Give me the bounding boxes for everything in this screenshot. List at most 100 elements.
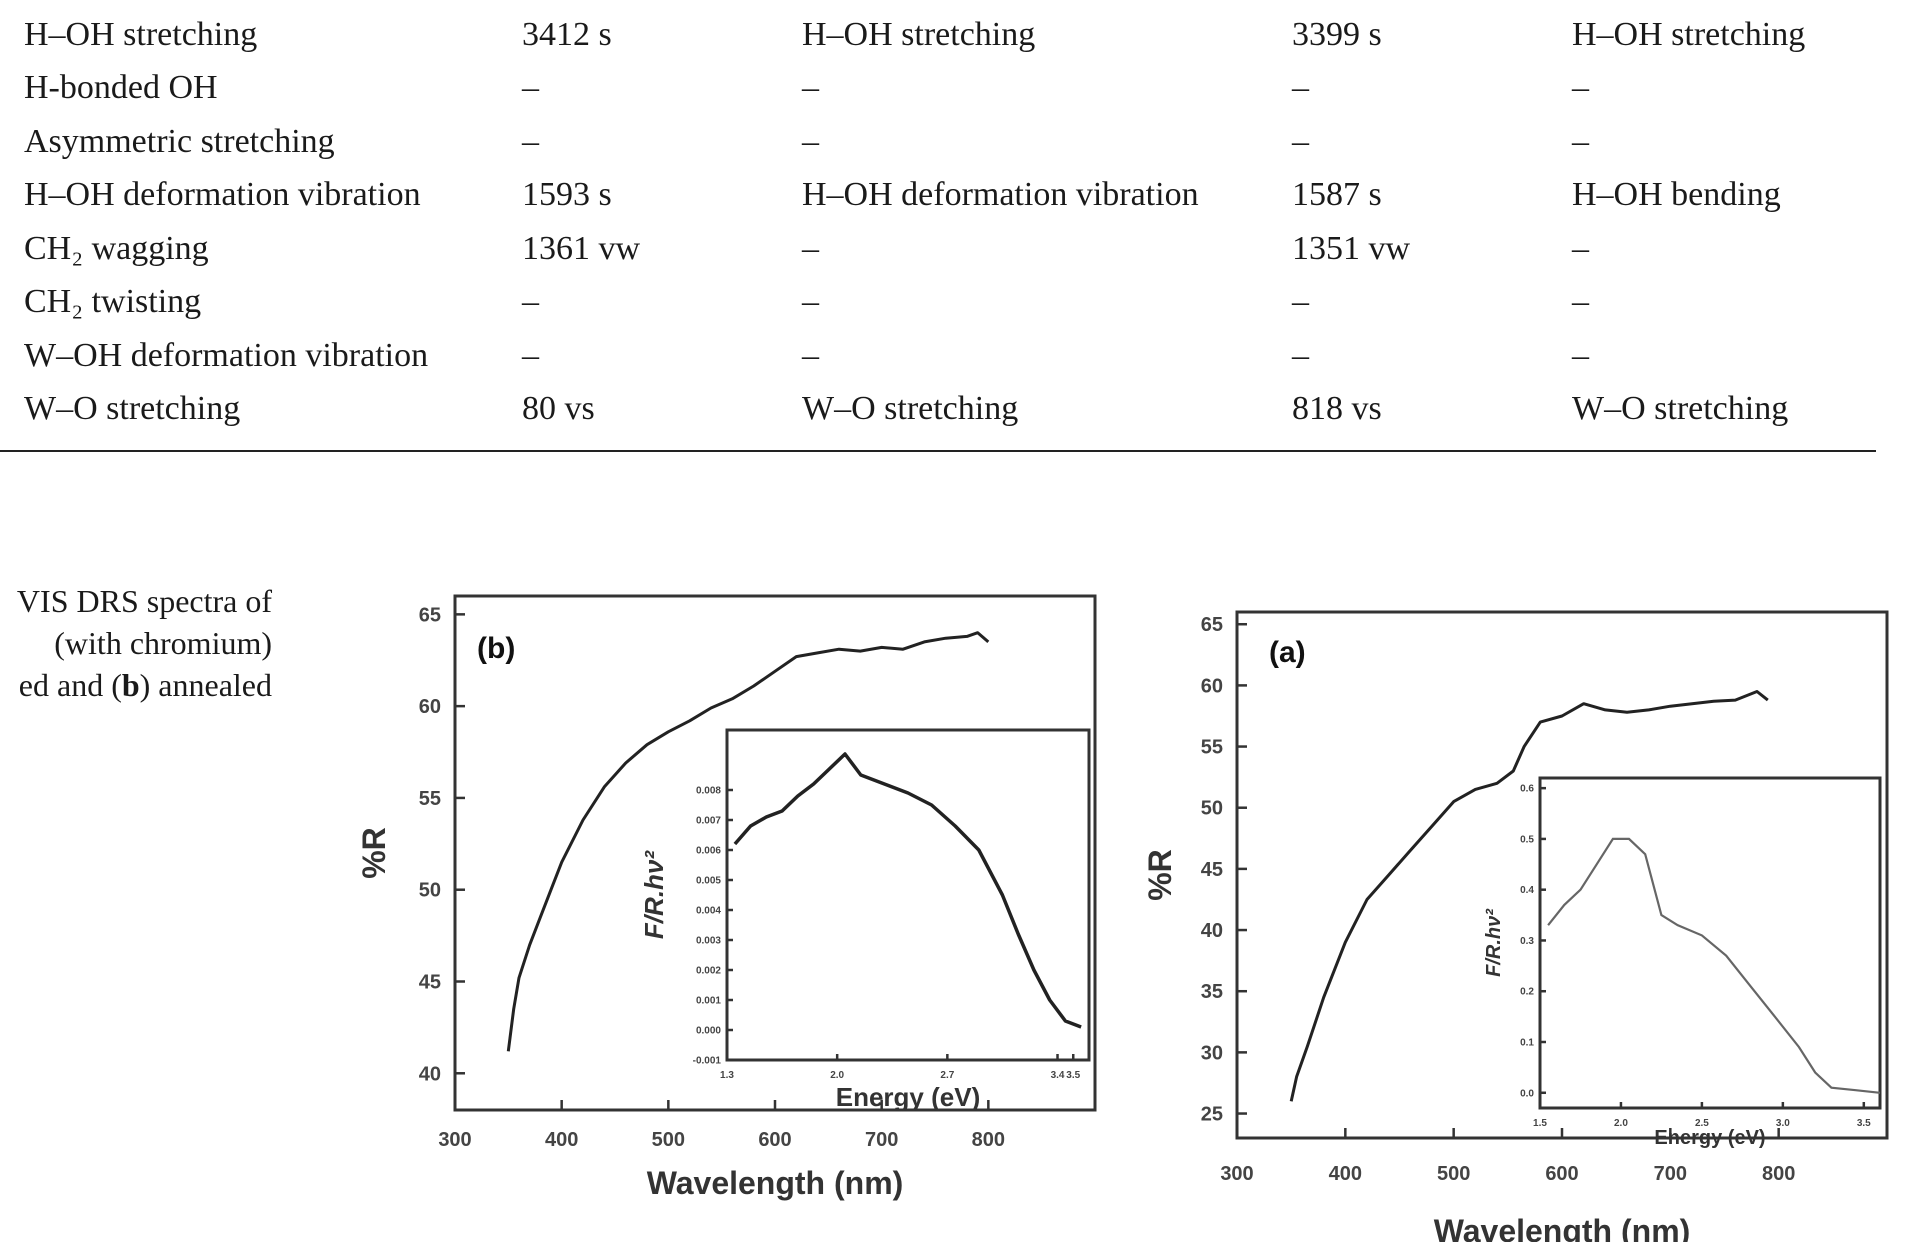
inset-y-tick-label: 0.004 xyxy=(696,906,721,917)
x-tick-label: 400 xyxy=(545,1129,578,1151)
reflectance-series-line xyxy=(506,631,990,1052)
caption-line-3: ed and (b) annealed xyxy=(0,664,272,706)
inset-series-line xyxy=(733,752,1082,1029)
inset-x-tick-label: 3.5 xyxy=(1066,1070,1080,1081)
y-tick-label: 35 xyxy=(1201,981,1223,1003)
table-cell: H–OH deformation vibration xyxy=(24,176,421,214)
y-axis-title: %R xyxy=(356,827,392,879)
inset-x-tick-label: 3.5 xyxy=(1857,1118,1871,1129)
table-cell: Asymmetric stretching xyxy=(24,122,335,160)
inset-y-tick-label: 0.0 xyxy=(1520,1088,1534,1099)
inset-y-tick-label: 0.2 xyxy=(1520,987,1534,998)
x-tick-label: 700 xyxy=(865,1129,898,1151)
table-cell: 1361 vw xyxy=(522,229,641,267)
table-cell: CH₂ twisting xyxy=(24,283,202,321)
y-tick-label: 50 xyxy=(419,880,441,902)
table-cell: H–OH stretching xyxy=(1572,15,1806,53)
table-cell: H–OH stretching xyxy=(24,15,258,53)
table-row: H–OH deformation vibration 1593 s H–OH def… xyxy=(24,169,1888,223)
caption-line-1: VIS DRS spectra of xyxy=(16,583,272,619)
table-cell: CH₂ wagging xyxy=(24,229,209,267)
table-cell: – xyxy=(802,336,819,374)
table-cell: 1593 s xyxy=(522,176,612,214)
caption-line-3-bold: b xyxy=(121,667,140,703)
figure-caption: VIS DRS spectra of (with chromium) ed an… xyxy=(0,580,272,706)
table-cell: 1351 vw xyxy=(1292,229,1411,267)
inset-y-tick-label: 0.007 xyxy=(696,816,721,827)
y-tick-label: 65 xyxy=(419,604,441,626)
inset-y-tick-label: 0.1 xyxy=(1520,1038,1534,1049)
inset-x-tick-label: 2.0 xyxy=(830,1070,844,1081)
panel-label: (a) xyxy=(1269,636,1306,669)
table-cell: 80 vs xyxy=(522,390,595,428)
y-tick-label: 60 xyxy=(1201,675,1223,697)
table-cell: – xyxy=(1292,283,1309,321)
inset-plot-frame xyxy=(1538,776,1882,1110)
inset-y-tick-label: 0.005 xyxy=(696,876,721,887)
table-cell: – xyxy=(1572,122,1589,160)
x-tick-label: 800 xyxy=(1762,1163,1795,1185)
table-cell: – xyxy=(1292,69,1309,107)
table-row: H–OH stretching 3412 s H–OH stretching 3399… xyxy=(24,8,1888,62)
table-cell: – xyxy=(802,122,819,160)
inset-y-axis-title: F/R.hν² xyxy=(1483,908,1505,977)
table-cell: – xyxy=(1572,336,1589,374)
table-cell: W–O stretching xyxy=(802,390,1019,428)
x-tick-label: 400 xyxy=(1329,1163,1362,1185)
table-row: Asymmetric stretching – – – – xyxy=(24,115,1888,169)
x-tick-label: 300 xyxy=(1220,1163,1253,1185)
table-row: W–OH deformation vibration – – – – xyxy=(24,329,1888,383)
inset-x-tick-label: 1.3 xyxy=(720,1070,734,1081)
inset-y-tick-label: 0.5 xyxy=(1520,834,1534,845)
table-bottom-rule xyxy=(0,450,1876,452)
inset-y-tick-label: 0.003 xyxy=(696,936,721,947)
table-cell: – xyxy=(522,283,539,321)
vibration-table: H–OH stretching 3412 s H–OH stretching 3399… xyxy=(24,8,1888,436)
y-tick-label: 40 xyxy=(419,1063,441,1085)
y-tick-label: 40 xyxy=(1201,920,1223,942)
table-cell: – xyxy=(802,229,819,267)
inset-y-tick-label: 0.4 xyxy=(1520,885,1534,896)
y-tick-label: 45 xyxy=(1201,859,1223,881)
inset-x-tick-label: 2.7 xyxy=(940,1070,954,1081)
table-cell: H–OH stretching xyxy=(802,15,1036,53)
inset-x-tick-label: 2.5 xyxy=(1695,1118,1709,1129)
table-cell: 1587 s xyxy=(1292,176,1382,214)
inset-series-line xyxy=(1547,837,1881,1094)
inset-y-tick-label: 0.008 xyxy=(696,786,721,797)
inset-x-tick-label: 2.0 xyxy=(1614,1118,1628,1129)
reflectance-series-line xyxy=(1289,690,1769,1102)
table-cell: H–OH bending xyxy=(1572,176,1781,214)
x-tick-label: 600 xyxy=(1545,1163,1578,1185)
y-tick-label: 50 xyxy=(1201,798,1223,820)
inset-x-tick-label: 3.4 xyxy=(1051,1070,1065,1081)
x-axis-title: Wavelength (nm) xyxy=(1434,1213,1691,1242)
inset-y-tick-label: 0.3 xyxy=(1520,936,1534,947)
inset-x-axis-title: Energy (eV) xyxy=(1654,1127,1765,1149)
caption-line-3-pre: ed and ( xyxy=(18,667,122,703)
y-tick-label: 45 xyxy=(419,972,441,994)
inset-y-tick-label: 0.6 xyxy=(1520,784,1534,795)
x-tick-label: 700 xyxy=(1654,1163,1687,1185)
table-row: CH₂ wagging 1361 vw – 1351 vw – xyxy=(24,222,1888,276)
inset-y-tick-label: 0.002 xyxy=(696,966,721,977)
inset-background xyxy=(727,730,1089,1060)
panel-label: (b) xyxy=(477,632,515,665)
inset-plot-frame xyxy=(725,728,1091,1062)
inset-y-tick-label: -0.001 xyxy=(693,1056,722,1067)
table-cell: – xyxy=(802,69,819,107)
table-cell: W–O stretching xyxy=(1572,390,1789,428)
table-cell: – xyxy=(1572,283,1589,321)
y-tick-label: 55 xyxy=(419,788,441,810)
table-cell: W–OH deformation vibration xyxy=(24,336,429,374)
table-cell: H–OH deformation vibration xyxy=(802,176,1199,214)
table-cell: 3399 s xyxy=(1292,15,1382,53)
x-tick-label: 300 xyxy=(438,1129,471,1151)
table-row: H-bonded OH – – – – xyxy=(24,62,1888,116)
table-cell: 3412 s xyxy=(522,15,612,53)
table-cell: – xyxy=(1292,336,1309,374)
table-cell: – xyxy=(1292,122,1309,160)
